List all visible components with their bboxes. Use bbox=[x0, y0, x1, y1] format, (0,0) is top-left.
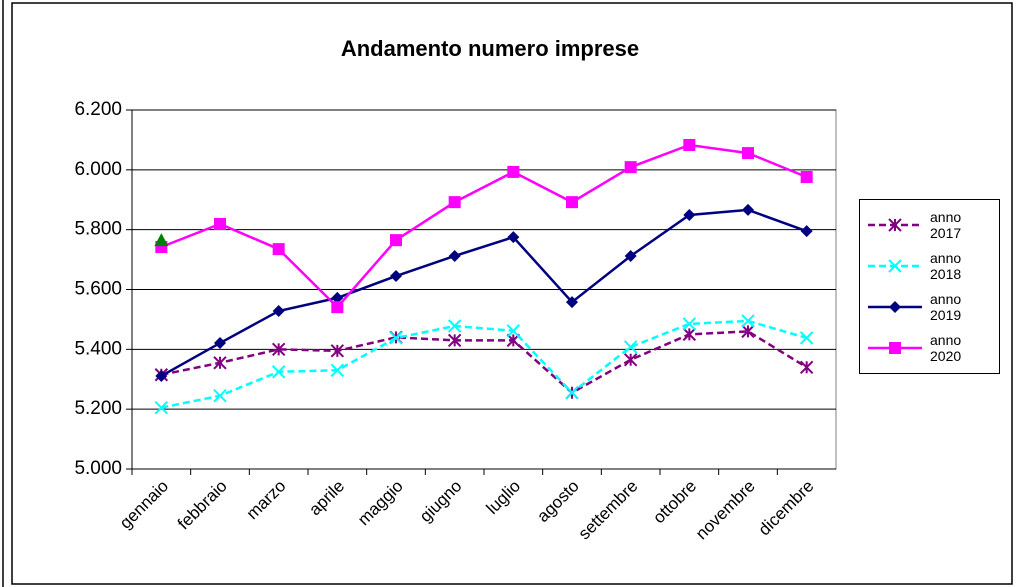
marker bbox=[683, 209, 696, 222]
marker bbox=[624, 249, 637, 262]
legend-entry: anno 2017 bbox=[860, 204, 999, 245]
marker bbox=[799, 360, 814, 374]
legend-label: anno 2020 bbox=[930, 331, 962, 364]
legend-icon bbox=[868, 258, 922, 273]
legend-icon bbox=[868, 341, 922, 354]
marker bbox=[741, 314, 755, 328]
marker bbox=[889, 300, 901, 313]
y-tick-label: 5.400 bbox=[74, 338, 122, 359]
marker bbox=[331, 301, 344, 314]
legend-entry: anno 2020 bbox=[860, 327, 999, 368]
marker bbox=[272, 305, 285, 318]
marker bbox=[448, 249, 461, 262]
marker bbox=[800, 225, 813, 238]
marker bbox=[331, 291, 344, 304]
marker bbox=[154, 400, 169, 415]
legend-label: anno 2019 bbox=[930, 290, 962, 323]
y-tick-label: 6.200 bbox=[74, 99, 122, 120]
marker bbox=[742, 147, 754, 160]
marker bbox=[889, 341, 901, 354]
marker bbox=[213, 356, 227, 370]
marker bbox=[888, 258, 902, 273]
legend-label: anno 2017 bbox=[930, 208, 962, 241]
marker bbox=[682, 317, 697, 331]
marker bbox=[155, 369, 168, 382]
marker bbox=[800, 171, 813, 184]
marker bbox=[506, 324, 521, 338]
marker bbox=[447, 333, 462, 348]
marker bbox=[507, 165, 520, 178]
y-tick-label: 5.200 bbox=[74, 398, 122, 419]
marker bbox=[330, 344, 345, 358]
marker bbox=[623, 340, 638, 354]
marker bbox=[271, 342, 286, 357]
marker bbox=[330, 363, 345, 377]
marker bbox=[741, 324, 755, 339]
legend-label: anno 2018 bbox=[930, 249, 962, 282]
legend-icon bbox=[868, 300, 922, 313]
marker bbox=[272, 243, 285, 256]
marker bbox=[448, 196, 461, 209]
marker bbox=[390, 234, 402, 247]
marker bbox=[623, 353, 638, 367]
chart-title: Andamento numero imprese bbox=[341, 36, 639, 61]
legend: anno 2017 anno 2018 anno 2019 anno 2020 bbox=[859, 199, 1000, 374]
marker bbox=[682, 327, 697, 342]
marker bbox=[389, 331, 403, 345]
marker bbox=[390, 270, 402, 283]
y-tick-label: 6.000 bbox=[74, 159, 122, 180]
legend-entry: anno 2018 bbox=[860, 245, 999, 286]
series-line bbox=[161, 319, 808, 409]
marker bbox=[507, 231, 520, 244]
marker bbox=[683, 139, 696, 152]
marker bbox=[624, 161, 637, 174]
marker bbox=[565, 386, 579, 400]
series-line bbox=[161, 330, 808, 395]
marker bbox=[214, 337, 226, 350]
y-tick-label: 5.800 bbox=[74, 219, 122, 240]
legend-icon bbox=[868, 217, 922, 232]
series-line bbox=[160, 208, 808, 378]
marker bbox=[566, 196, 578, 209]
marker bbox=[271, 365, 286, 379]
y-tick-label: 5.000 bbox=[74, 458, 122, 479]
marker bbox=[742, 203, 754, 216]
marker bbox=[447, 319, 462, 333]
marker bbox=[799, 331, 814, 345]
legend-entry: anno 2019 bbox=[860, 286, 999, 327]
marker bbox=[888, 217, 902, 232]
marker bbox=[213, 388, 227, 403]
series-line bbox=[160, 143, 808, 309]
marker bbox=[154, 233, 169, 247]
y-tick-label: 5.600 bbox=[74, 279, 122, 300]
marker bbox=[214, 217, 226, 230]
marker bbox=[566, 296, 578, 309]
